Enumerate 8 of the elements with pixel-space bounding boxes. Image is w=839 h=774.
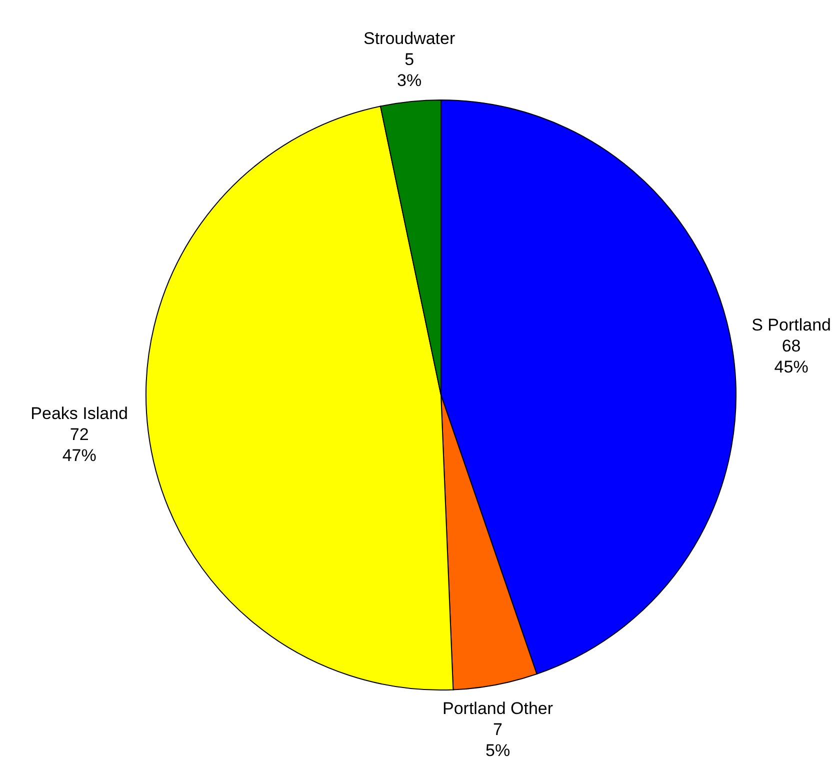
data-label: 7 5% bbox=[485, 720, 510, 760]
slice-label: Peaks Island bbox=[30, 404, 128, 423]
data-label: 68 45% bbox=[774, 336, 808, 376]
slice-label: Portland Other bbox=[442, 699, 554, 718]
slice-label: Stroudwater bbox=[363, 29, 456, 48]
data-label: 72 47% bbox=[62, 424, 96, 465]
data-label: 5 3% bbox=[397, 50, 422, 90]
slice-label: S Portland bbox=[752, 315, 832, 334]
